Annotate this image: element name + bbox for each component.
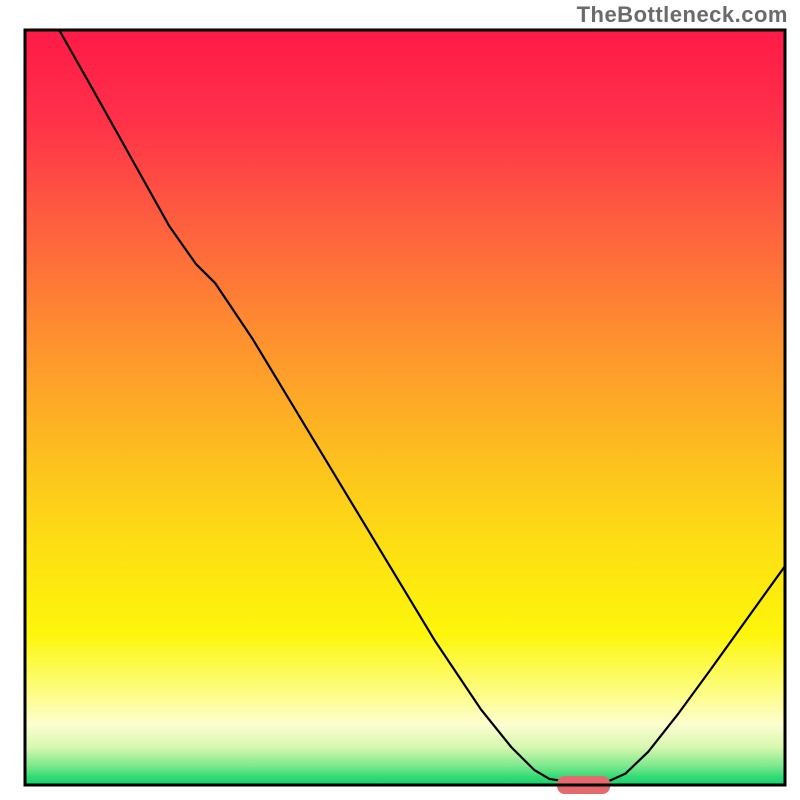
chart-svg xyxy=(0,0,800,800)
bottleneck-chart xyxy=(0,0,800,800)
chart-container: TheBottleneck.com xyxy=(0,0,800,800)
plot-background xyxy=(25,30,785,785)
